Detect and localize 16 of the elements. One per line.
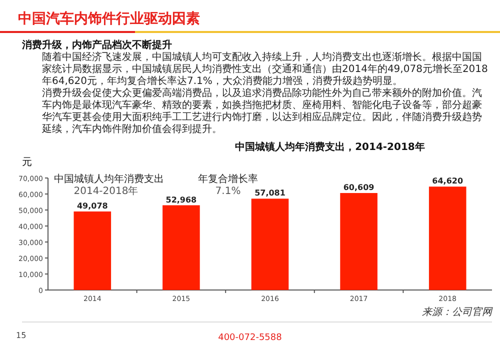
data-label: 52,968: [166, 195, 198, 204]
annotation: 7.1%: [215, 186, 241, 197]
source-note: 来源：公司官网: [422, 306, 493, 318]
data-label: 57,081: [254, 188, 286, 198]
annotation: 2014-2018年: [74, 185, 138, 197]
annotation: 年复合增长率: [198, 173, 258, 185]
chart-title: 中国城镇人均年消费支出，2014-2018年: [235, 141, 425, 153]
data-label: 60,609: [343, 183, 375, 192]
data-label: 64,620: [432, 176, 464, 186]
data-label: 49,078: [76, 201, 108, 210]
subtitle: 消费升级，内饰产品档次不断提升: [22, 38, 172, 52]
text: 400-072-5588: [218, 333, 282, 343]
annotation: 中国城镇人均年消费支出: [54, 173, 164, 185]
y-axis-title: 元: [22, 157, 32, 168]
title: 中国汽车内饰件行业驱动因素: [18, 10, 200, 28]
text: 15: [16, 331, 26, 340]
